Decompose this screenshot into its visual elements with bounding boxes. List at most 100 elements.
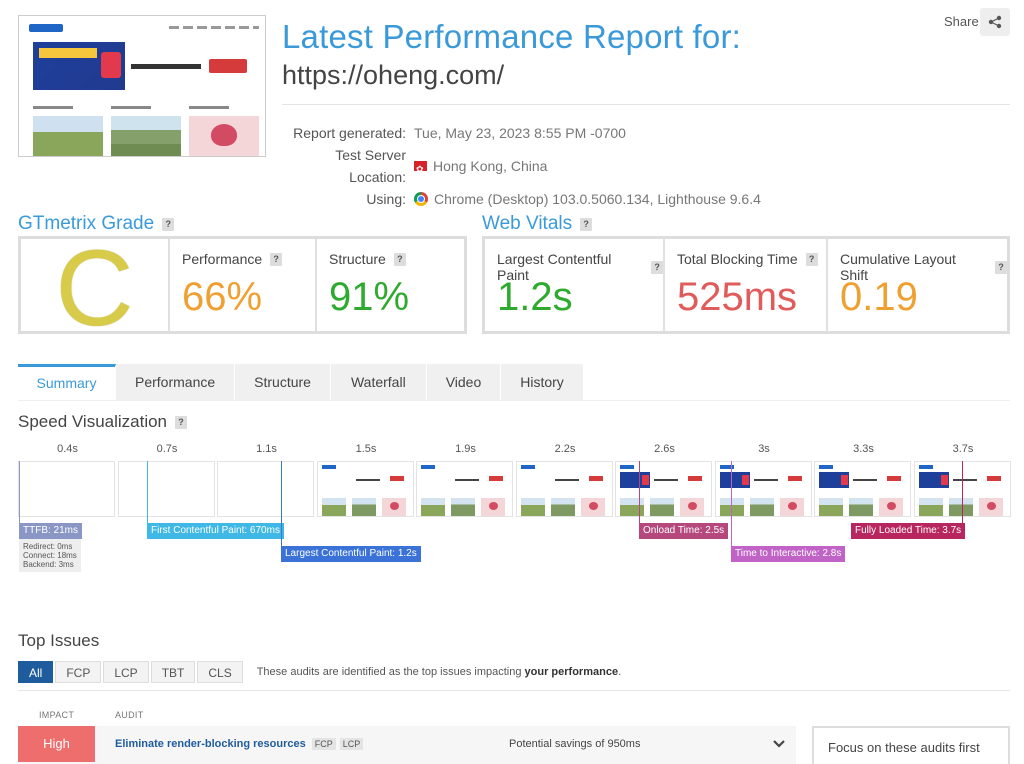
help-icon[interactable]: ? xyxy=(995,260,1007,274)
filmstrip-frame[interactable] xyxy=(316,461,414,517)
chrome-icon xyxy=(414,192,428,206)
issue-row[interactable]: High Eliminate render-blocking resources… xyxy=(18,726,796,764)
audit-title[interactable]: Eliminate render-blocking resources xyxy=(115,738,306,750)
focus-audits-title: Focus on these audits first xyxy=(828,740,980,755)
tab-history[interactable]: History xyxy=(501,364,584,401)
frame-time-label: 2.2s xyxy=(554,443,576,455)
impact-badge: High xyxy=(18,726,95,762)
filmstrip-frame[interactable] xyxy=(714,461,812,517)
tbt-label: Total Blocking Time xyxy=(677,251,798,267)
filter-note-bold: your performance xyxy=(524,666,619,678)
audit-name[interactable]: Eliminate render-blocking resources FCP … xyxy=(115,738,364,750)
frame-time-label: 0.7s xyxy=(156,443,178,455)
tab-video[interactable]: Video xyxy=(426,364,502,401)
meta-row-location: Test Server Location: Hong Kong, China xyxy=(282,144,761,188)
page-screenshot-thumbnail[interactable] xyxy=(18,15,266,157)
help-icon[interactable]: ? xyxy=(580,217,593,231)
issue-filters: All FCP LCP TBT CLS These audits are ide… xyxy=(18,661,621,683)
audit-chip: LCP xyxy=(339,738,364,750)
web-vitals-heading: Web Vitals ? xyxy=(482,213,593,235)
grade-letter-cell: C xyxy=(21,227,170,348)
report-title: Latest Performance Report for: xyxy=(282,18,742,55)
frame-time-label: 3.3s xyxy=(853,443,874,455)
filmstrip-frame[interactable] xyxy=(615,461,712,517)
tab-summary[interactable]: Summary xyxy=(18,364,116,401)
ttfb-connect: Connect: 18ms xyxy=(23,551,77,560)
web-vitals-title: Web Vitals xyxy=(482,213,573,234)
meta-label: Report generated: xyxy=(293,125,406,141)
filmstrip-frame[interactable] xyxy=(416,461,513,517)
lcp-cell: Largest Contentful Paint? 1.2s xyxy=(485,239,665,331)
audit-savings: Potential savings of 950ms xyxy=(509,738,641,750)
structure-label: Structure xyxy=(329,251,386,267)
ttfb-tag: TTFB: 21ms xyxy=(19,523,83,539)
expand-button[interactable] xyxy=(762,726,796,762)
filmstrip: 0.4s 0.7s 1.1s 1.5s 1.9s 2.2s 2.6s 3s 3.3s 3.7s xyxy=(18,443,1011,523)
site-card-label xyxy=(33,106,73,109)
hong-kong-flag-icon xyxy=(414,158,427,180)
col-audit: AUDIT xyxy=(115,710,144,720)
ttfb-redirect: Redirect: 0ms xyxy=(23,542,73,551)
frame-time-label: 0.4s xyxy=(57,443,78,455)
tbt-cell: Total Blocking Time? 525ms xyxy=(665,239,828,331)
tab-performance[interactable]: Performance xyxy=(116,364,236,401)
audit-chip: FCP xyxy=(311,738,336,750)
help-icon[interactable]: ? xyxy=(175,415,188,429)
filter-all[interactable]: All xyxy=(18,661,54,683)
fully-loaded-tag: Fully Loaded Time: 3.7s xyxy=(851,523,966,539)
cls-label: Cumulative Layout Shift xyxy=(840,251,956,283)
help-icon[interactable]: ? xyxy=(805,252,818,266)
grade-box: C Performance? 66% Structure? 91% xyxy=(18,227,467,348)
top-issues-title: Top Issues xyxy=(18,631,100,650)
filter-cls[interactable]: CLS xyxy=(197,661,243,683)
frame-page-render xyxy=(517,462,612,516)
meta-value: Tue, May 23, 2023 8:55 PM -0700 xyxy=(414,125,626,141)
filmstrip-frame[interactable] xyxy=(217,461,314,517)
report-meta: Report generated: Tue, May 23, 2023 8:55… xyxy=(282,122,761,210)
tab-structure[interactable]: Structure xyxy=(235,364,331,401)
report-tabs: Summary Performance Structure Waterfall … xyxy=(18,364,584,401)
filter-note-end: . xyxy=(618,666,622,678)
fully-loaded-marker xyxy=(962,461,963,523)
filmstrip-frame[interactable] xyxy=(18,461,115,517)
speed-visualization-heading: Speed Visualization ? xyxy=(18,412,188,432)
ttfb-backend: Backend: 3ms xyxy=(23,560,74,569)
help-icon[interactable]: ? xyxy=(270,252,283,266)
filmstrip-frame[interactable] xyxy=(814,461,911,517)
lcp-value: 1.2s xyxy=(497,275,573,319)
fcp-tag: First Contentful Paint: 670ms xyxy=(147,523,284,539)
help-icon[interactable]: ? xyxy=(393,252,406,266)
frame-time-label: 1.1s xyxy=(256,443,277,455)
filmstrip-frame[interactable] xyxy=(117,461,215,517)
frame-time-label: 3s xyxy=(758,443,770,455)
frame-page-render xyxy=(417,462,512,516)
meta-label: Test Server Location: xyxy=(335,147,406,185)
frame-time-label: 1.9s xyxy=(455,443,476,455)
share-button[interactable] xyxy=(980,8,1010,36)
gtmetrix-grade-title: GTmetrix Grade xyxy=(18,213,155,234)
grade-letter: C xyxy=(55,227,134,348)
issues-table-header: IMPACT AUDIT xyxy=(18,690,1010,720)
frame-page-render xyxy=(815,462,910,516)
frame-page-render xyxy=(318,462,413,516)
focus-audits-panel: Focus on these audits first xyxy=(812,726,1010,764)
frame-page-render xyxy=(716,462,811,516)
frame-time-label: 3.7s xyxy=(952,443,974,455)
filter-fcp[interactable]: FCP xyxy=(55,661,102,683)
filmstrip-frame[interactable] xyxy=(515,461,613,517)
site-card-label xyxy=(189,106,229,109)
frame-time-label: 1.5s xyxy=(355,443,377,455)
performance-value: 66% xyxy=(182,275,263,319)
filter-lcp[interactable]: LCP xyxy=(103,661,149,683)
help-icon[interactable]: ? xyxy=(651,260,663,274)
share-icon xyxy=(988,15,1002,29)
filter-note-text: These audits are identified as the top i… xyxy=(256,666,522,678)
speed-visualization-title: Speed Visualization xyxy=(18,412,168,431)
filter-note: These audits are identified as the top i… xyxy=(257,666,621,678)
onload-tag: Onload Time: 2.5s xyxy=(639,523,729,539)
tab-waterfall[interactable]: Waterfall xyxy=(330,364,427,401)
help-icon[interactable]: ? xyxy=(162,217,175,231)
share-label[interactable]: Share xyxy=(944,14,979,29)
report-url[interactable]: https://oheng.com/ xyxy=(282,60,505,90)
filter-tbt[interactable]: TBT xyxy=(150,661,196,683)
